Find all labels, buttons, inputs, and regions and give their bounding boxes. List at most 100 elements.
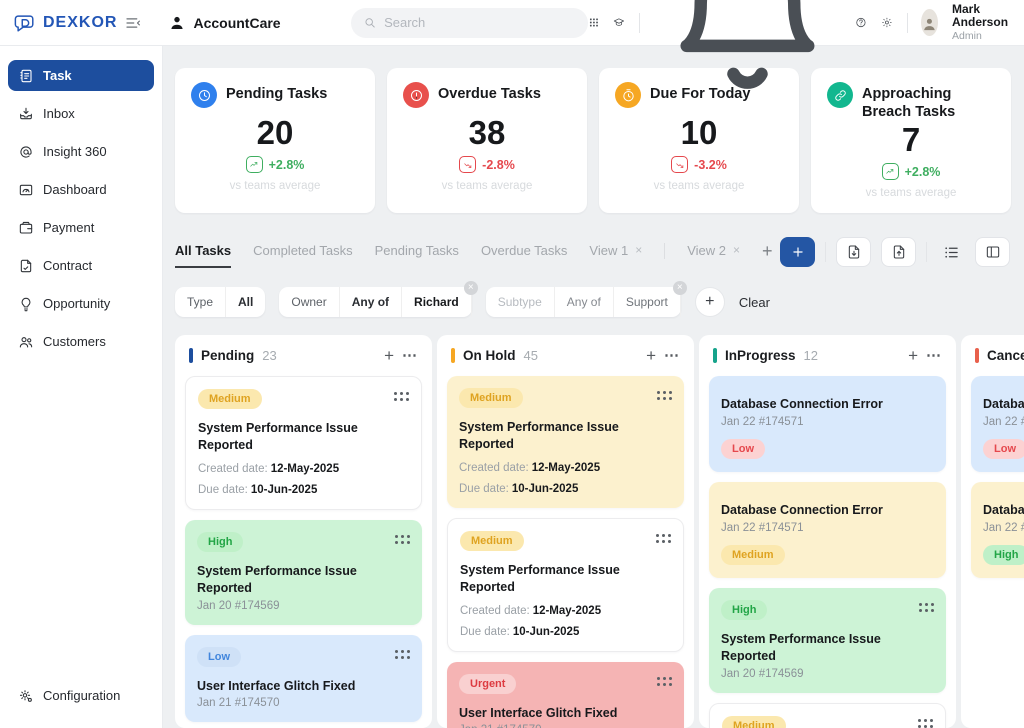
filter-chip-segment[interactable]: Type xyxy=(175,287,227,317)
filter-chip-segment[interactable]: Any of xyxy=(555,287,614,317)
add-card-button[interactable]: + xyxy=(908,346,918,365)
column-menu-button[interactable]: ⋯ xyxy=(402,347,418,364)
card-top-row: Medium xyxy=(722,715,933,728)
filter-bar: Type All Owner Any of Richard × Subtype Any of S… xyxy=(175,281,1012,317)
sidebar-collapse-icon[interactable] xyxy=(124,14,142,32)
settings-gear-icon[interactable] xyxy=(881,13,893,32)
task-card[interactable]: Medium System Performance Issue Reported C… xyxy=(447,376,684,508)
card-title: System Performance Issue Reported xyxy=(197,563,357,595)
task-card[interactable]: Medium System Performance Issue Reported C… xyxy=(185,376,422,510)
task-card[interactable]: High System Performance Issue Reported Jan… xyxy=(709,587,946,693)
column-cards: Medium System Performance Issue Reported C… xyxy=(175,374,432,728)
filter-chip-segment[interactable]: Richard xyxy=(402,287,472,317)
drag-handle-icon[interactable] xyxy=(394,392,409,401)
column-menu-button[interactable]: ⋯ xyxy=(664,347,680,364)
close-tab-icon[interactable]: × xyxy=(733,243,741,257)
filter-chip-segment[interactable]: Subtype xyxy=(486,287,555,317)
priority-badge: Medium xyxy=(721,544,785,565)
help-icon[interactable] xyxy=(855,13,867,32)
task-card[interactable]: High System Performance Issue Reported Jan… xyxy=(185,519,422,625)
drag-handle-icon[interactable] xyxy=(395,534,410,544)
add-filter-button[interactable]: + xyxy=(694,287,725,317)
column-header: Canceled+⋯ xyxy=(961,335,1024,374)
remove-filter-icon[interactable]: × xyxy=(463,281,478,295)
filter-chip-type[interactable]: Type All xyxy=(175,287,266,317)
tab-all-tasks[interactable]: All Tasks xyxy=(175,243,232,268)
task-card[interactable]: Database Connection Error Jan 22 #174571 H… xyxy=(971,481,1024,578)
export-button[interactable] xyxy=(881,237,916,267)
tab-view-1[interactable]: View 1 × xyxy=(589,243,642,268)
task-card[interactable]: Database Connection Error Jan 22 #174571 M… xyxy=(709,481,946,578)
create-task-button[interactable] xyxy=(780,237,815,267)
drag-handle-icon[interactable] xyxy=(656,533,671,543)
close-tab-icon[interactable]: × xyxy=(635,243,643,257)
sidebar-item-insight-360[interactable]: Insight 360 xyxy=(8,136,154,167)
drag-handle-icon[interactable] xyxy=(657,676,672,686)
notifications-button[interactable]: 20 xyxy=(654,0,841,116)
stat-note: vs teams average xyxy=(653,180,745,192)
sidebar-item-label: Task xyxy=(43,68,72,83)
user-avatar[interactable] xyxy=(921,9,939,36)
search-input[interactable] xyxy=(384,15,576,30)
card-top-row: Medium xyxy=(459,388,672,408)
card-title: System Performance Issue Reported xyxy=(198,421,358,452)
drag-handle-icon[interactable] xyxy=(918,718,933,728)
tab-label: Pending Tasks xyxy=(374,242,459,258)
tab-completed-tasks[interactable]: Completed Tasks xyxy=(253,243,352,268)
board-column-on-hold: On Hold 45 + ⋯ Medium System Performance Issu… xyxy=(437,335,694,728)
sidebar-item-dashboard[interactable]: Dashboard xyxy=(8,174,154,205)
add-card-button[interactable]: + xyxy=(646,346,656,365)
column-cards: Medium System Performance Issue Reported C… xyxy=(437,374,694,728)
learning-cap-icon[interactable] xyxy=(613,13,625,32)
task-card[interactable]: Urgent User Interface Glitch Fixed Jan 21 … xyxy=(447,661,684,728)
column-color-bar xyxy=(451,348,455,363)
drag-handle-icon[interactable] xyxy=(395,649,410,659)
trend-up-icon xyxy=(881,163,899,181)
column-menu-button[interactable]: ⋯ xyxy=(926,347,942,364)
sidebar-item-contract[interactable]: Contract xyxy=(8,250,154,281)
sidebar-item-inbox[interactable]: Inbox xyxy=(8,98,154,129)
stat-value: 38 xyxy=(468,114,506,151)
remove-filter-icon[interactable]: × xyxy=(672,281,687,295)
sidebar-item-customers[interactable]: Customers xyxy=(8,326,154,357)
filter-chip-segment[interactable]: Any of xyxy=(340,287,403,317)
workspace-switcher[interactable]: AccountCare xyxy=(168,14,281,32)
filter-chip-segment[interactable]: Owner xyxy=(279,287,340,317)
task-card[interactable]: Medium System Performance Issue Reported C… xyxy=(447,517,684,652)
search-bar[interactable] xyxy=(350,7,588,38)
sidebar-item-label: Opportunity xyxy=(43,296,111,311)
task-card[interactable]: Medium xyxy=(709,702,946,728)
add-view-button[interactable]: + xyxy=(762,240,773,261)
filter-chip-subtype[interactable]: Subtype Any of Support × xyxy=(485,281,687,317)
card-top-row: High xyxy=(197,531,410,552)
clear-filters-button[interactable]: Clear xyxy=(738,294,770,310)
board-view-button[interactable] xyxy=(975,237,1010,267)
sidebar-item-configuration[interactable]: Configuration xyxy=(8,680,154,711)
task-card[interactable]: Database Connection Error Jan 22 #174571 L… xyxy=(709,376,946,472)
filter-chip-owner[interactable]: Owner Any of Richard × xyxy=(279,281,478,317)
sidebar-item-payment[interactable]: Payment xyxy=(8,212,154,243)
tab-pending-tasks[interactable]: Pending Tasks xyxy=(375,243,459,268)
card-top-row: Medium xyxy=(460,530,671,551)
divider xyxy=(926,242,927,262)
import-button[interactable] xyxy=(836,237,871,267)
tab-overdue-tasks[interactable]: Overdue Tasks xyxy=(481,243,567,268)
apps-grid-icon[interactable] xyxy=(588,13,600,32)
task-card[interactable]: Database Connection Error Jan 22 #174571 L… xyxy=(971,376,1024,472)
filter-chip-segment[interactable]: All xyxy=(238,295,254,309)
priority-badge: Low xyxy=(197,646,241,667)
priority-badge: High xyxy=(197,531,244,552)
top-actions: 20 Mark Anderson Admin xyxy=(588,0,1024,116)
sidebar-item-opportunity[interactable]: Opportunity xyxy=(8,288,154,319)
task-card[interactable]: Low User Interface Glitch Fixed Jan 21 #17… xyxy=(185,634,422,723)
add-card-button[interactable]: + xyxy=(384,346,394,365)
stat-delta-value: -3.2% xyxy=(694,157,727,172)
drag-handle-icon[interactable] xyxy=(919,602,934,612)
list-view-button[interactable] xyxy=(937,237,965,267)
tab-view-2[interactable]: View 2 × xyxy=(687,243,740,268)
sidebar-item-task[interactable]: Task xyxy=(8,60,154,91)
sidebar: Task Inbox Insight 360 Dashboard Payment Cont… xyxy=(0,46,163,728)
filter-chip-segment[interactable]: Support xyxy=(614,287,681,317)
user-name: Mark Anderson xyxy=(952,1,1009,30)
drag-handle-icon[interactable] xyxy=(657,391,672,400)
